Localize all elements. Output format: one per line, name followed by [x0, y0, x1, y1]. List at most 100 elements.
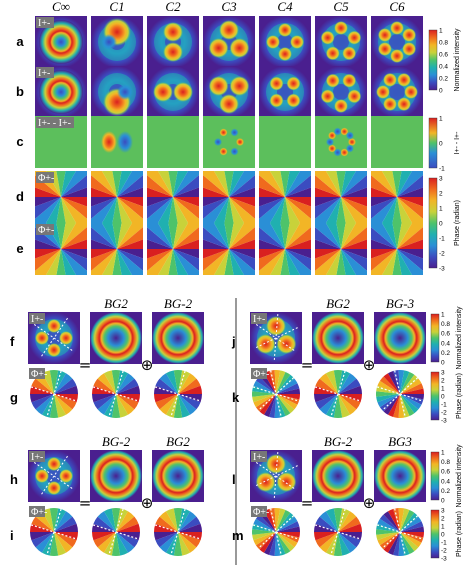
pie-k-1	[314, 370, 362, 418]
bg-header-j-2: BG-3	[386, 296, 415, 311]
cb-ph-l-tick-4: -1	[441, 540, 447, 547]
cb-phase-top-tick-6: -3	[439, 266, 445, 273]
cb-int-j-tick-0: 1	[441, 312, 445, 319]
cb-ph-l-tick-3: 0	[441, 532, 445, 539]
panel-b-4	[259, 66, 311, 118]
cb-int-l-tick-4: 0.2	[441, 488, 450, 495]
cb-phase-top-tick-5: -2	[439, 251, 445, 258]
equals-j: =	[301, 356, 314, 374]
cb-diff-top	[428, 117, 438, 169]
panel-label-m: m	[232, 528, 244, 543]
bg-header-l-2: BG3	[388, 434, 412, 449]
panel-d-5	[315, 171, 367, 223]
cb-intensity-top-tick-5: 0	[439, 88, 443, 95]
panel-c-1	[91, 116, 143, 168]
tag-f-i-bg	[29, 313, 45, 324]
row-label-c: c	[16, 134, 23, 149]
cb-int-j-tick-5: 0	[441, 360, 445, 367]
row-label-a: a	[16, 34, 24, 49]
panel-label-j: j	[231, 334, 236, 349]
panel-a-5	[315, 16, 367, 68]
pie-g-2	[154, 370, 202, 418]
bg-header-h-2: BG2	[166, 434, 190, 449]
cb-int-l-tick-0: 1	[441, 450, 445, 457]
cb-intensity-top	[428, 29, 438, 91]
bg-header-h-1: BG-2	[102, 434, 131, 449]
bg-header-f-1: BG2	[104, 296, 128, 311]
panel-a-3	[203, 16, 255, 68]
cb-ph-j-title: Phase (radian)	[456, 373, 463, 419]
cb-ph-l-title: Phase (radian)	[456, 511, 463, 557]
panel-label-g: g	[10, 390, 18, 405]
panel-label-f: f	[10, 334, 15, 349]
panel-c-2	[147, 116, 199, 168]
row-label-b: b	[16, 84, 24, 99]
tag-b-bg	[36, 67, 54, 78]
cb-ph-j-tick-6: -3	[441, 418, 447, 425]
bg-ring-h-2	[152, 450, 204, 502]
oplus-h: ⊕	[141, 494, 154, 512]
cb-intensity-top-title: Normalized intensity	[454, 28, 461, 92]
tag-c: I+- - I+-	[38, 118, 71, 129]
cb-ph-j-tick-0: 3	[441, 370, 445, 377]
panel-c-4	[259, 116, 311, 168]
panel-e-4	[259, 223, 311, 275]
cb-ph-j-tick-4: -1	[441, 402, 447, 409]
tag-l-i: I+-	[253, 452, 265, 463]
panel-a-4	[259, 16, 311, 68]
equals-h: =	[79, 494, 92, 512]
panel-label-i: i	[10, 528, 14, 543]
tag-d-bg	[36, 172, 54, 183]
bg-header-l-1: BG-2	[324, 434, 353, 449]
col-header-5: C5	[333, 0, 349, 14]
panel-d-3	[203, 171, 255, 223]
panel-d-6	[371, 171, 423, 223]
bg-ring-f-1	[90, 312, 142, 364]
tag-m-bg	[251, 506, 267, 517]
panel-b-0	[35, 66, 87, 118]
cb-ph-l-tick-6: -3	[441, 556, 447, 563]
oplus-l: ⊕	[363, 494, 376, 512]
panel-b-5	[315, 66, 367, 118]
cb-int-j-tick-3: 0.4	[441, 340, 450, 347]
equals-l: =	[301, 494, 314, 512]
pie-i-2	[154, 508, 202, 556]
panel-c-5	[315, 116, 367, 168]
cb-ph-l-tick-2: 1	[441, 524, 445, 531]
cb-ph-j-tick-2: 1	[441, 386, 445, 393]
col-header-6: C6	[389, 0, 405, 14]
bg-ring-f-2	[152, 312, 204, 364]
cb-diff-top-tick-2: -1	[439, 166, 445, 173]
cb-diff-top-tick-0: 1	[439, 116, 443, 123]
tag-a: I+-	[38, 18, 50, 29]
cb-intensity-top-tick-4: 0.2	[439, 76, 448, 83]
panel-c-3	[203, 116, 255, 168]
col-header-1: C1	[109, 0, 124, 14]
tag-i: Φ+-	[31, 507, 47, 518]
panel-label-k: k	[232, 390, 240, 405]
cb-ph-j-tick-5: -2	[441, 410, 447, 417]
tag-e: Φ+-	[38, 225, 54, 236]
col-header-2: C2	[165, 0, 181, 14]
panel-b-1	[91, 66, 143, 118]
tag-l-i-bg	[251, 451, 267, 462]
bg-ring-j-1	[312, 312, 364, 364]
cb-intensity-top-tick-3: 0.4	[439, 64, 448, 71]
cb-ph-j-tick-3: 0	[441, 394, 445, 401]
cb-ph-j	[430, 371, 440, 421]
pie-m-1	[314, 508, 362, 556]
cb-int-l-tick-2: 0.6	[441, 469, 450, 476]
tag-j-i-bg	[251, 313, 267, 324]
panel-d-4	[259, 171, 311, 223]
cb-intensity-top-tick-2: 0.6	[439, 52, 448, 59]
oplus-j: ⊕	[363, 356, 376, 374]
panel-label-h: h	[10, 472, 18, 487]
col-header-3: C3	[221, 0, 237, 14]
tag-k: Φ+-	[253, 369, 269, 380]
cb-int-j-tick-2: 0.6	[441, 331, 450, 338]
panel-e-1	[91, 223, 143, 275]
tag-h-i: I+-	[31, 452, 43, 463]
panel-e-3	[203, 223, 255, 275]
pie-i-0	[30, 508, 78, 556]
